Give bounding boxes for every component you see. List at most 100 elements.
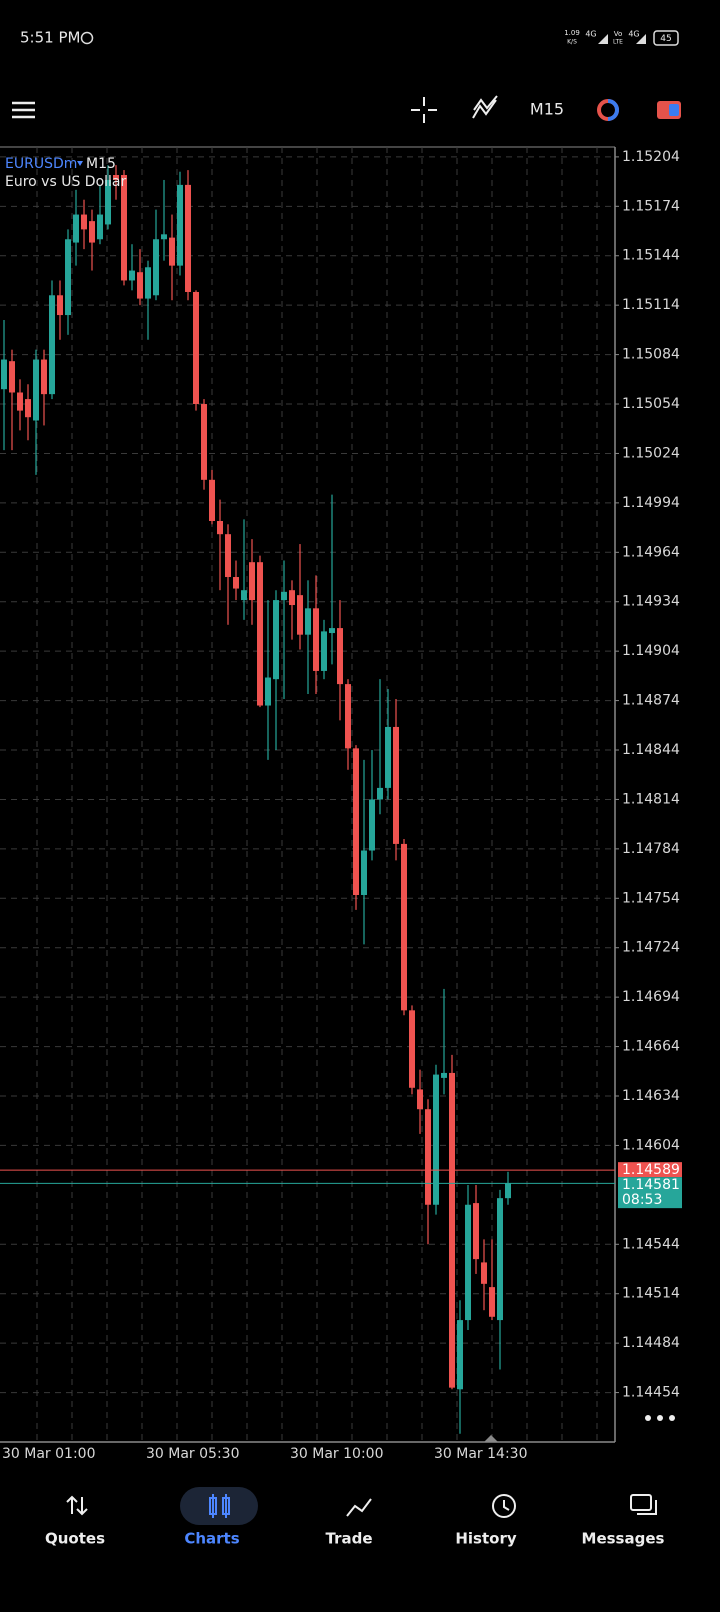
candle-body xyxy=(409,1010,415,1088)
y-tick-label: 1.15054 xyxy=(622,396,680,412)
nav-tab[interactable]: Messages xyxy=(582,1530,665,1548)
candle-body xyxy=(377,787,383,800)
y-tick-label: 1.14874 xyxy=(622,693,680,709)
nav-tab[interactable]: Trade xyxy=(325,1530,372,1548)
candle-body xyxy=(369,799,375,851)
candle-body xyxy=(321,631,327,671)
ask-tag xyxy=(618,1162,682,1178)
candle-body xyxy=(393,726,399,844)
symbol-description: Euro vs US Dollar xyxy=(5,174,127,190)
symbol[interactable]: EURUSDm xyxy=(5,156,77,172)
candle-body xyxy=(353,748,359,896)
candle-body xyxy=(249,562,255,601)
y-tick-label: 1.15024 xyxy=(622,445,680,461)
candle-body xyxy=(329,628,335,634)
nav-tab[interactable]: History xyxy=(455,1530,516,1548)
status-time: 5:51 PM xyxy=(20,29,80,47)
candle-body xyxy=(233,577,239,589)
y-tick-label: 1.14844 xyxy=(622,742,680,758)
candle-body xyxy=(481,1262,487,1284)
y-tick-label: 1.15144 xyxy=(622,248,680,264)
candle-body xyxy=(17,392,23,411)
candle-body xyxy=(25,399,31,418)
candle-body xyxy=(465,1204,471,1321)
candle-body xyxy=(49,295,55,395)
y-tick-label: 1.14964 xyxy=(622,544,680,560)
candle-body xyxy=(217,521,223,535)
candle-body xyxy=(33,359,39,421)
candle-body xyxy=(209,479,215,522)
candle-body xyxy=(417,1089,423,1110)
nav-labels: Quotes Charts Trade History Messages xyxy=(45,1530,665,1548)
candle-body xyxy=(225,534,231,578)
crosshair-button[interactable] xyxy=(411,97,437,123)
active-tab-pill xyxy=(180,1487,258,1525)
chart-timeframe: M15 xyxy=(86,156,116,172)
y-tick-label: 1.14664 xyxy=(622,1039,680,1055)
objects-button[interactable] xyxy=(597,99,619,121)
candle-body xyxy=(65,239,71,316)
x-tick-label: 30 Mar 05:30 xyxy=(146,1446,239,1462)
candle-body xyxy=(289,590,295,606)
candle-body xyxy=(113,175,119,180)
signal-icon xyxy=(598,34,608,44)
candle-body xyxy=(153,239,159,296)
candle-body xyxy=(145,267,151,299)
candle-body xyxy=(73,214,79,243)
symbol-dropdown[interactable] xyxy=(77,161,83,166)
nav-tab[interactable]: Quotes xyxy=(45,1530,105,1548)
whatsapp-icon xyxy=(80,31,94,45)
candles xyxy=(1,165,511,1434)
candle-body xyxy=(449,1072,455,1388)
volte-lte: LTE xyxy=(613,39,623,46)
y-tick-label: 1.14994 xyxy=(622,495,680,511)
candle-body xyxy=(273,600,279,680)
candle-body xyxy=(1,359,7,390)
y-tick-label: 1.14484 xyxy=(622,1335,680,1351)
bottom-nav xyxy=(0,1478,720,1612)
bid-tag xyxy=(618,1177,682,1209)
candle-body xyxy=(265,677,271,706)
battery-level: 45 xyxy=(660,34,671,44)
volte-vo: Vo xyxy=(614,30,623,38)
trade-button[interactable] xyxy=(657,101,681,119)
candle-body xyxy=(457,1320,463,1390)
candle-body xyxy=(89,221,95,243)
y-tick-label: 1.14454 xyxy=(622,1385,680,1401)
candle-body xyxy=(161,234,167,240)
candle-body xyxy=(385,726,391,788)
menu-button[interactable] xyxy=(12,101,35,119)
y-tick-label: 1.15204 xyxy=(622,149,680,165)
candle-body xyxy=(257,562,263,706)
y-tick-label: 1.14814 xyxy=(622,791,680,807)
nav-tab[interactable]: Charts xyxy=(184,1530,239,1548)
y-tick-label: 1.14904 xyxy=(622,643,680,659)
net-unit: K/S xyxy=(567,39,577,46)
more-button[interactable] xyxy=(645,1415,675,1421)
y-tick-label: 1.14514 xyxy=(622,1286,680,1302)
candle-body xyxy=(97,214,103,240)
battery-icon xyxy=(653,30,679,46)
x-tick-label: 30 Mar 10:00 xyxy=(290,1446,383,1462)
candle-body xyxy=(129,270,135,281)
y-tick-label: 1.14544 xyxy=(622,1236,680,1252)
x-tick-label: 30 Mar 01:00 xyxy=(2,1446,95,1462)
candle-body xyxy=(57,295,63,316)
y-tick-label: 1.14604 xyxy=(622,1137,680,1153)
y-tick-label: 1.15174 xyxy=(622,198,680,214)
candle-body xyxy=(433,1074,439,1205)
candle-body xyxy=(201,404,207,480)
candle-body xyxy=(169,237,175,266)
bar-countdown: 08:53 xyxy=(622,1192,662,1208)
signal-icon xyxy=(636,34,646,44)
sim1-type: 4G xyxy=(585,30,596,39)
sim2-type: 4G xyxy=(628,30,639,39)
candle-body xyxy=(121,175,127,281)
candle-body xyxy=(337,628,343,685)
y-tick-label: 1.14934 xyxy=(622,594,680,610)
timeframe-button[interactable]: M15 xyxy=(530,100,564,119)
indicators-button[interactable] xyxy=(472,95,498,119)
